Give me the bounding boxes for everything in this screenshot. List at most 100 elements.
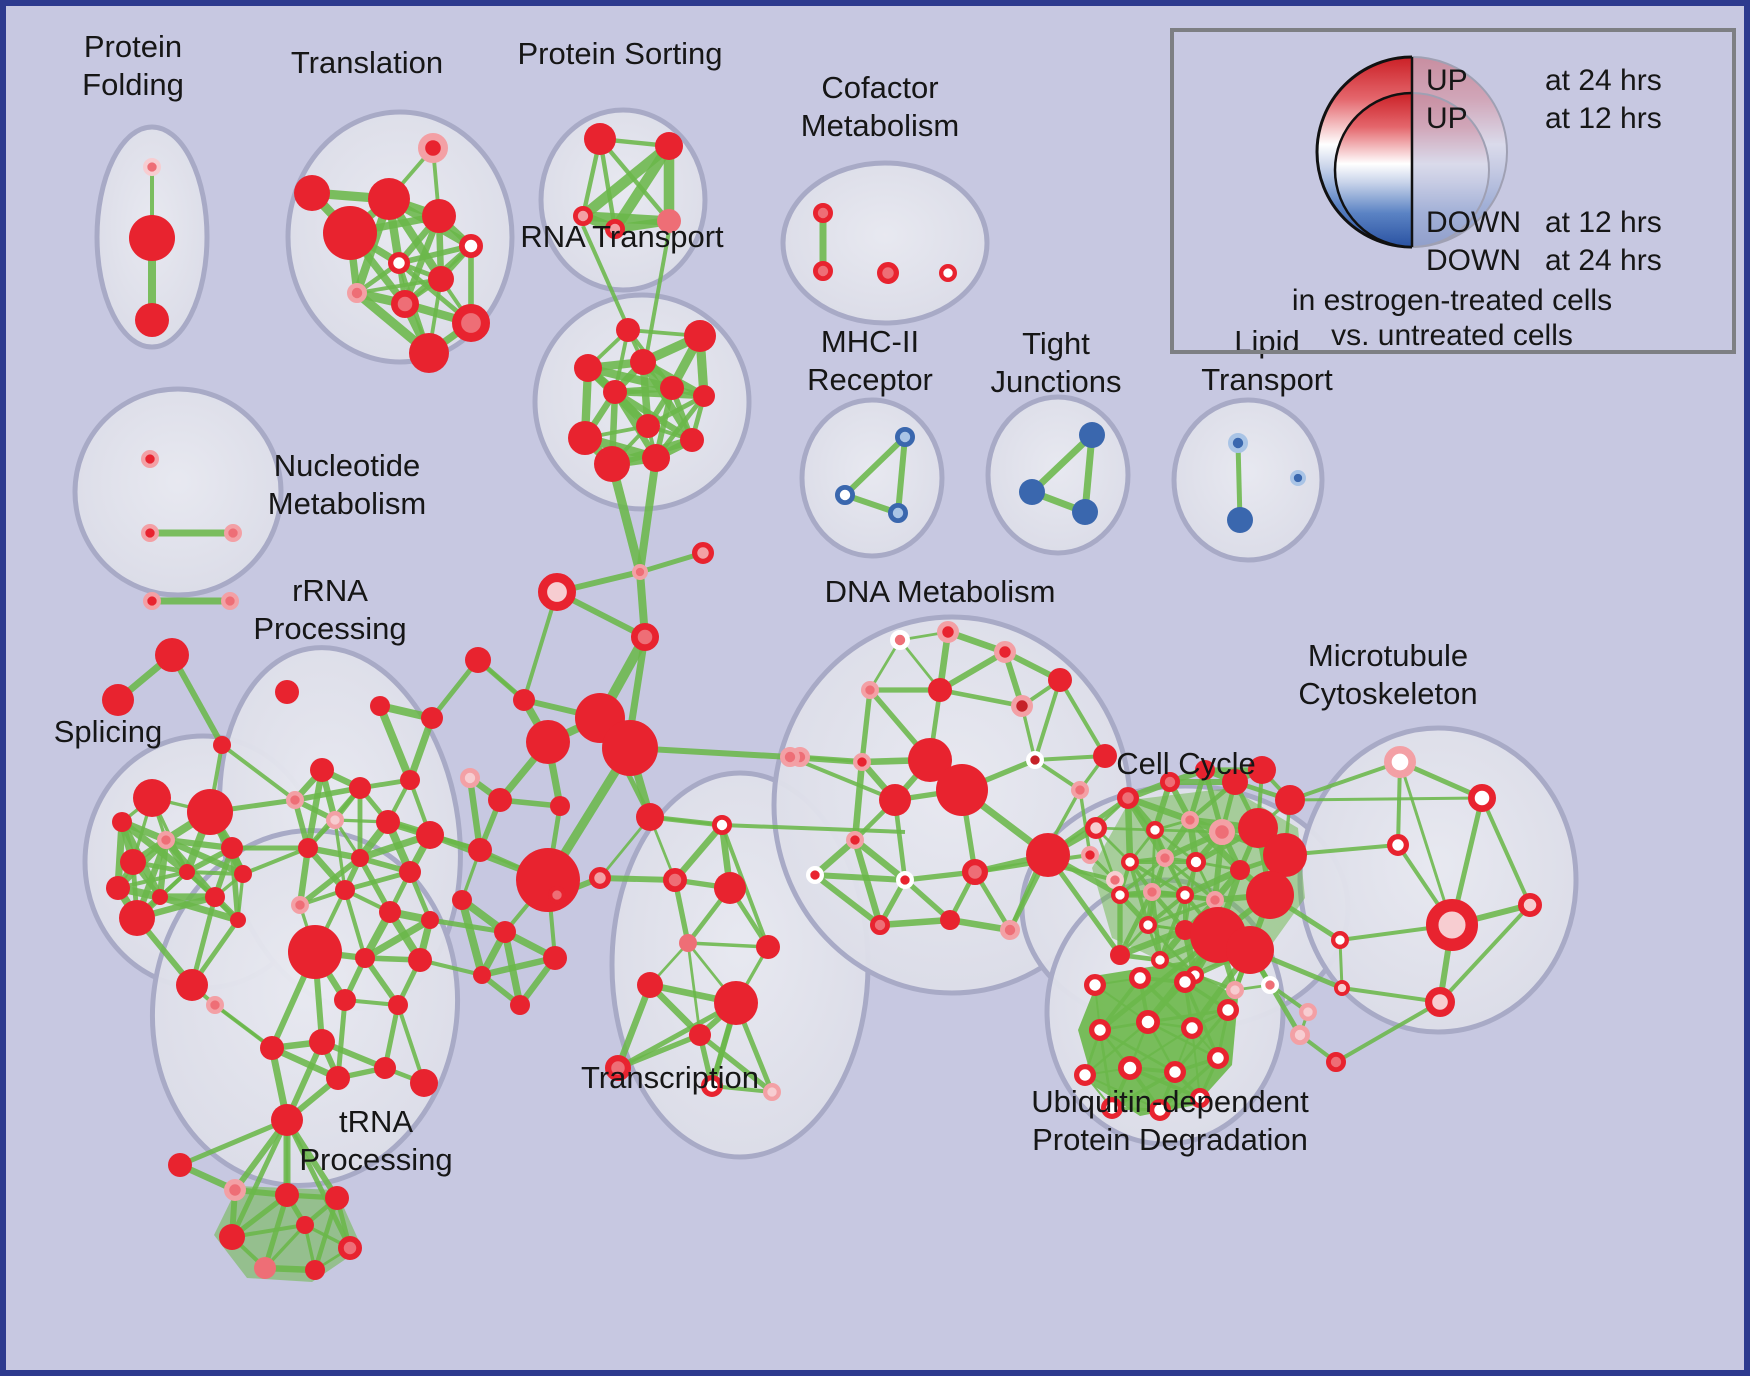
mesh-edge-ubiquitin-degradation (1111, 1070, 1176, 1110)
cluster-label-protein-folding: Folding (82, 67, 184, 102)
cluster-label-microtubule-cytoskeleton: Cytoskeleton (1298, 676, 1477, 711)
network-node (234, 865, 252, 883)
network-node (296, 1216, 314, 1234)
network-node (400, 770, 420, 790)
backbone-edge (1289, 796, 1483, 802)
network-node (543, 946, 567, 970)
network-node (305, 1260, 325, 1280)
network-node (1186, 852, 1207, 873)
backbone-edge (789, 755, 896, 802)
network-node (879, 784, 911, 816)
network-node (1425, 898, 1478, 951)
network-node (326, 810, 345, 829)
network-node (112, 812, 132, 832)
network-node (133, 779, 171, 817)
network-node (630, 622, 659, 651)
network-node (271, 1104, 303, 1136)
network-node (1299, 1002, 1318, 1021)
mesh-edge-dna-metabolism (1058, 678, 1107, 758)
mesh-edge-splicing (229, 847, 241, 921)
backbone-edge (242, 846, 309, 876)
network-node (1230, 860, 1250, 880)
mesh-edge-rna-transport (614, 388, 705, 400)
network-node (547, 885, 566, 904)
network-node (473, 966, 491, 984)
network-node (1290, 1025, 1311, 1046)
network-node (1146, 820, 1165, 839)
network-node (206, 995, 225, 1014)
network-node (589, 867, 612, 890)
legend-glyph-saturated-half (1315, 55, 1412, 249)
link-edge-mhc-ii-receptor (842, 434, 908, 498)
network-node (1226, 980, 1245, 999)
network-node (213, 736, 231, 754)
network-node (102, 684, 134, 716)
legend-footnote: vs. untreated cells (1331, 319, 1573, 352)
network-node (219, 1224, 245, 1250)
network-node (756, 935, 780, 959)
mesh-edge-dna-metabolism (939, 687, 1023, 709)
network-node (1238, 808, 1278, 848)
network-node (835, 484, 856, 505)
legend-footnote: in estrogen-treated cells (1292, 284, 1612, 317)
network-node (1246, 871, 1294, 919)
mesh-edge-ubiquitin-degradation (1098, 1029, 1114, 1109)
network-node (1072, 499, 1098, 525)
network-node (655, 132, 683, 160)
mesh-edge-bridge-mesh (270, 1044, 340, 1082)
network-node (936, 764, 988, 816)
link-edge-mhc-ii-receptor (895, 436, 908, 514)
network-node (1118, 1056, 1143, 1081)
network-node (106, 876, 130, 900)
network-node (516, 848, 580, 912)
network-node (877, 262, 900, 285)
network-node (1334, 979, 1351, 996)
network-node (1079, 422, 1105, 448)
network-node (1111, 885, 1130, 904)
network-node (994, 641, 1017, 664)
network-node (692, 542, 715, 565)
network-node (1206, 890, 1225, 909)
mesh-edge-ubiquitin-degradation (1129, 1027, 1193, 1069)
network-node (1174, 971, 1197, 994)
mesh-edge-rrna-processing (363, 916, 432, 962)
link-edge-microtubule-cytoskeleton (1438, 903, 1532, 1004)
network-node (179, 864, 195, 880)
network-node (155, 638, 189, 672)
network-node (1222, 769, 1248, 795)
network-node (631, 563, 648, 580)
network-node (663, 868, 688, 893)
cluster-label-nucleotide-metabolism: Nucleotide (274, 448, 420, 483)
network-node (119, 900, 155, 936)
network-node (1518, 893, 1543, 918)
network-node (602, 720, 658, 776)
network-node (399, 861, 421, 883)
backbone-edge (169, 653, 225, 747)
network-node (230, 912, 246, 928)
mesh-edge-transcription (614, 983, 654, 1070)
network-node (1156, 848, 1175, 867)
network-node (908, 738, 952, 782)
network-node (1326, 1052, 1347, 1073)
mesh-edge-cell-cycle (1183, 866, 1242, 899)
link-edge-microtubule-cytoskeleton (1480, 797, 1532, 906)
network-node (680, 428, 704, 452)
network-node (1089, 1019, 1112, 1042)
cluster-label-trna-processing: tRNA (339, 1104, 413, 1139)
network-node (141, 523, 160, 542)
network-node (323, 206, 377, 260)
legend-time-label: at 24 hrs (1545, 244, 1662, 277)
network-node (689, 1024, 711, 1046)
network-node (294, 175, 330, 211)
mesh-edge-ubiquitin-degradation (1147, 1020, 1219, 1060)
network-node (1248, 756, 1276, 784)
mesh-edge-central-mesh (466, 777, 484, 851)
network-node (1181, 1017, 1204, 1040)
network-node (370, 696, 390, 716)
network-node (334, 989, 356, 1011)
network-node (584, 123, 616, 155)
mesh-edge-transcription (686, 942, 702, 1036)
legend-time-label: at 24 hrs (1545, 64, 1662, 97)
cluster-label-translation: Translation (291, 45, 443, 80)
